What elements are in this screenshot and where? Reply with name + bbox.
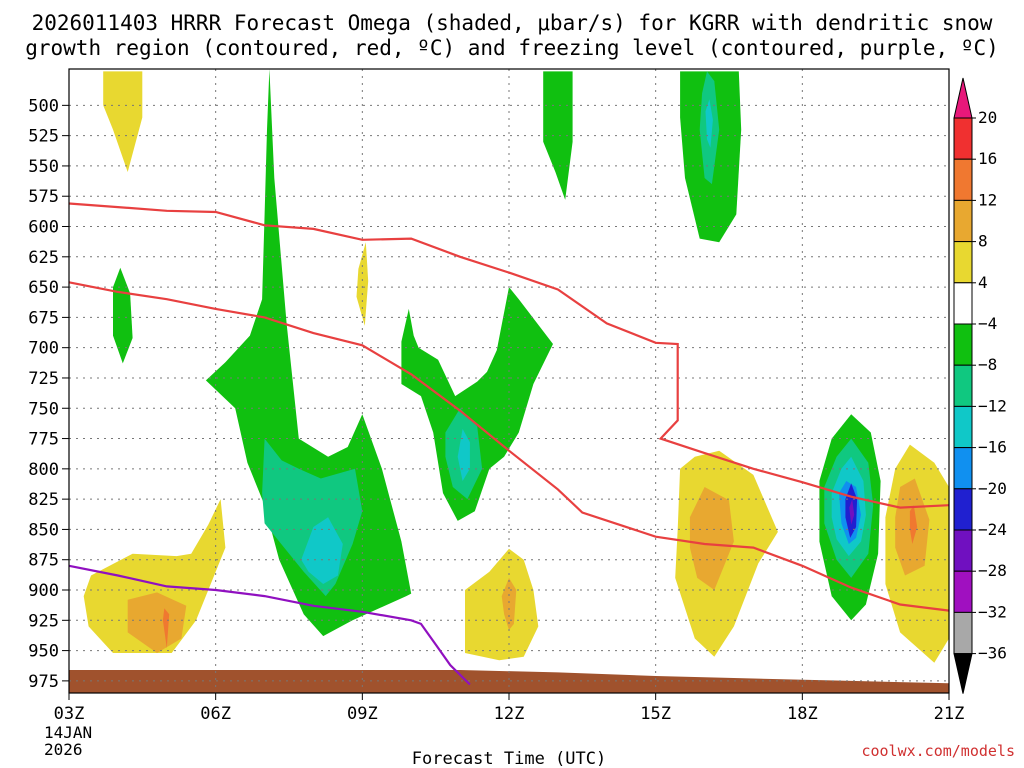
x-tick-label-21Z: 21Z [934,704,965,724]
y-tick-label-700: 700 [28,339,59,359]
colorbar-bin-0 [953,117,973,160]
terrain-area [69,670,949,693]
omega-region-4-0 [103,71,143,172]
omega-region-4-5 [465,548,539,661]
colorbar-bin-9 [953,488,973,531]
y-tick-label-600: 600 [28,218,59,238]
y-tick-label-950: 950 [28,642,59,662]
colorbar-bin-6 [953,364,973,407]
omega-region-neg12-15 [301,517,343,584]
colorbar-bin-5 [953,323,973,366]
omega-region-4-1 [83,499,226,653]
colorbar-label-7: −12 [978,396,1007,415]
colorbar-bin-8 [953,447,973,490]
y-axis: 500 525 550 575 600 625 650 675 700 725 750 775 800 8… [28,96,69,692]
y-tick-label-875: 875 [28,551,59,571]
x-tick-label-18Z: 18Z [787,704,818,724]
omega-shading [83,69,949,663]
colorbar-bin-3 [953,241,973,284]
omega-region-12-3 [162,608,170,649]
dgz-top-line [68,202,950,509]
colorbar-label-13: −36 [978,644,1007,663]
freezing-level-line [68,564,471,686]
y-tick-label-675: 675 [28,308,59,328]
colorbar-bottom-arrow [953,653,973,694]
colorbar-label-9: −20 [978,479,1007,498]
omega-region-neg4-12 [113,267,133,364]
y-tick-label-575: 575 [28,187,59,207]
x-tick-label-09Z: 09Z [347,704,378,724]
omega-region-neg4-13 [205,69,412,637]
colorbar-label-11: −28 [978,561,1007,580]
date-label-day: 14JAN [44,723,92,742]
omega-region-8-8 [689,487,734,590]
y-tick-label-500: 500 [28,96,59,116]
colorbar-label-6: −8 [978,355,997,374]
x-tick-label-15Z: 15Z [640,704,671,724]
colorbar-label-10: −24 [978,520,1007,539]
y-tick-label-850: 850 [28,520,59,540]
x-tick-label-12Z: 12Z [494,704,525,724]
y-tick-label-650: 650 [28,278,59,298]
y-tick-label-525: 525 [28,127,59,147]
omega-region-8-6 [501,577,517,630]
colorbar-label-4: 4 [978,273,988,292]
chart-title-line2: growth region (contoured, red, ºC) and f… [25,36,999,60]
y-tick-label-725: 725 [28,369,59,389]
omega-region-12-11 [909,505,918,544]
omega-region-neg12-18 [457,428,470,481]
y-tick-label-775: 775 [28,430,59,450]
omega-region-neg24-28 [849,499,855,525]
x-axis-title: Forecast Time (UTC) [412,749,606,768]
y-tick-label-800: 800 [28,460,59,480]
omega-region-4-4 [356,242,369,326]
chart-title-line1: 2026011403 HRRR Forecast Omega (shaded, … [32,11,993,35]
y-tick-label-750: 750 [28,399,59,419]
colorbar-bin-1 [953,158,973,201]
y-tick-label-550: 550 [28,157,59,177]
colorbar-label-5: −4 [978,314,997,333]
contour-lines [68,202,950,686]
colorbar-bin-11 [953,570,973,613]
y-tick-label-825: 825 [28,490,59,510]
y-tick-label-625: 625 [28,248,59,268]
colorbar-label-2: 12 [978,190,997,209]
colorbar: 20 16 12 8 4 −4 −8 −12 −16 −20 −24 −28 −32 −36 [953,77,1007,694]
colorbar-label-8: −16 [978,438,1007,457]
colorbar-bin-2 [953,199,973,243]
y-tick-label-900: 900 [28,581,59,601]
colorbar-bin-4 [953,282,973,325]
y-tick-label-925: 925 [28,611,59,631]
x-tick-label-06Z: 06Z [200,704,231,724]
omega-region-neg4-16 [401,287,553,521]
y-tick-label-975: 975 [28,672,59,692]
colorbar-label-3: 8 [978,232,988,251]
omega-region-8-2 [127,592,187,653]
dgz-bottom-line [68,281,950,612]
source-credit: coolwx.com/models [861,742,1015,760]
x-axis: 03Z 06Z 09Z 12Z 15Z 18Z 21Z [54,693,965,724]
colorbar-bin-7 [953,405,973,449]
colorbar-label-0: 20 [978,108,997,127]
terrain-fill [69,670,949,693]
colorbar-top-arrow [953,77,973,119]
colorbar-label-12: −32 [978,602,1007,621]
colorbar-label-1: 16 [978,149,997,168]
date-label-year: 2026 [44,740,83,759]
x-tick-label-03Z: 03Z [54,704,85,724]
colorbar-bin-12 [953,611,973,655]
colorbar-bin-10 [953,529,973,572]
omega-region-neg4-19 [543,71,573,200]
